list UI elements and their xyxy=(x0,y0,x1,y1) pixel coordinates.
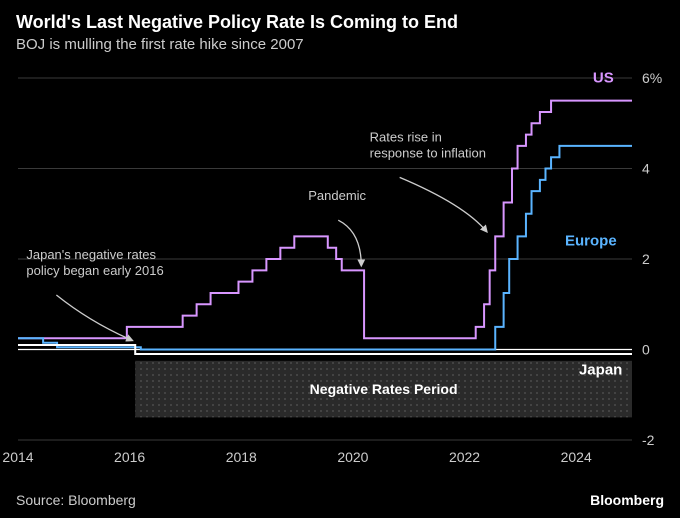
annotation-text: Pandemic xyxy=(308,188,366,203)
x-tick-label: 2020 xyxy=(337,449,368,465)
y-tick-label: 0 xyxy=(642,342,650,358)
series-label-europe: Europe xyxy=(565,232,617,249)
x-tick-label: 2018 xyxy=(226,449,257,465)
series-us xyxy=(18,101,632,339)
y-tick-label: 6% xyxy=(642,70,662,86)
source-text: Source: Bloomberg xyxy=(16,492,136,508)
series-label-us: US xyxy=(593,70,614,87)
annotation-text: response to inflation xyxy=(370,145,486,160)
annotation-text: Japan's negative rates xyxy=(26,247,156,262)
brand-text: Bloomberg xyxy=(590,492,664,508)
y-tick-label: -2 xyxy=(642,432,655,448)
annotation-arrow xyxy=(400,177,487,232)
chart-title: World's Last Negative Policy Rate Is Com… xyxy=(16,12,458,33)
x-tick-label: 2022 xyxy=(449,449,480,465)
y-tick-label: 4 xyxy=(642,161,650,177)
x-tick-label: 2016 xyxy=(114,449,145,465)
annotation-text: policy began early 2016 xyxy=(26,263,163,278)
negative-rates-label: Negative Rates Period xyxy=(310,381,458,397)
chart-subtitle: BOJ is mulling the first rate hike since… xyxy=(16,36,304,53)
annotation-text: Rates rise in xyxy=(370,129,442,144)
y-tick-label: 2 xyxy=(642,251,650,267)
x-tick-label: 2024 xyxy=(561,449,592,465)
x-tick-label: 2014 xyxy=(2,449,33,465)
annotation-arrow xyxy=(56,295,132,340)
series-label-japan: Japan xyxy=(579,361,622,378)
policy-rate-chart: -2 0 2 4 6% 2014 2016 2018 2020 2022 2024 Negative … xyxy=(0,60,680,480)
